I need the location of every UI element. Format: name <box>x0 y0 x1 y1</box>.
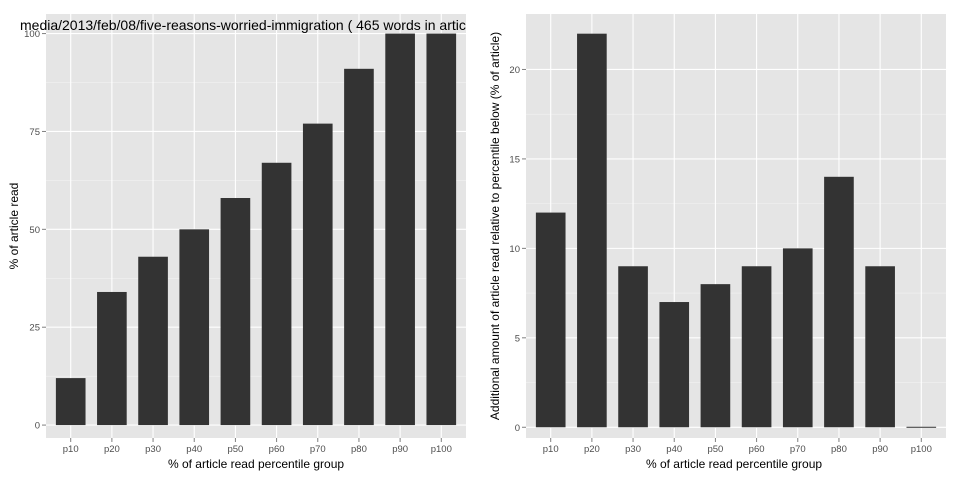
right-x-tick-label-p60: p60 <box>749 444 765 455</box>
right-y-axis: 0 5 10 15 20 <box>509 65 526 434</box>
right-y-tick-label: 0 <box>515 423 520 434</box>
left-y-tick-label: 50 <box>29 225 40 236</box>
right-x-tick-label-p80: p80 <box>831 444 847 455</box>
left-y-tick-label: 0 <box>35 421 40 432</box>
right-bar-p90 <box>865 266 895 428</box>
left-y-tick-label: 25 <box>29 323 40 334</box>
left-x-tick-label-p40: p40 <box>186 444 202 455</box>
right-y-tick-label: 5 <box>515 333 520 344</box>
right-y-tick-label: 20 <box>509 65 520 76</box>
right-bar-p80 <box>824 176 854 428</box>
right-y-tick-label: 10 <box>509 244 520 255</box>
right-chart: 0 5 10 15 20 p10 p20 p30 p40 p50 p60 p70 p80 p90 p100… <box>488 14 946 471</box>
right-bar-p50 <box>700 284 731 428</box>
right-x-tick-label-p10: p10 <box>543 444 559 455</box>
left-x-tick-label-p70: p70 <box>310 444 326 455</box>
right-x-axis: p10 p20 p30 p40 p50 p60 p70 p80 p90 p100 <box>543 438 932 455</box>
right-x-tick-label-p90: p90 <box>872 444 888 455</box>
left-x-tick-label-p60: p60 <box>269 444 285 455</box>
left-bar-p30 <box>138 256 168 426</box>
left-y-tick-label: 75 <box>29 127 40 138</box>
right-bar-p10 <box>535 212 566 428</box>
right-x-tick-label-p40: p40 <box>666 444 682 455</box>
right-x-tick-label-p30: p30 <box>625 444 641 455</box>
right-bar-p40 <box>659 302 690 428</box>
right-bar-p20 <box>577 33 607 428</box>
left-chart-title: media/2013/feb/08/five-reasons-worried-i… <box>20 17 466 33</box>
right-bars <box>535 33 937 428</box>
left-bar-p40 <box>179 229 210 426</box>
right-y-axis-title: Additional amount of article read relati… <box>488 32 502 420</box>
left-x-tick-label-p10: p10 <box>63 444 79 455</box>
right-x-tick-label-p100: p100 <box>911 444 932 455</box>
right-bar-p60 <box>741 266 772 428</box>
left-x-tick-label-p90: p90 <box>392 444 408 455</box>
left-bar-p50 <box>220 198 251 426</box>
right-x-axis-title: % of article read percentile group <box>646 457 822 471</box>
right-bar-p30 <box>618 266 648 428</box>
left-x-tick-label-p30: p30 <box>145 444 161 455</box>
right-bar-p100 <box>906 426 937 428</box>
left-y-tick-label: 100 <box>24 29 40 40</box>
right-bar-p70 <box>782 248 813 428</box>
left-bar-p100 <box>426 33 457 426</box>
left-bar-p80 <box>344 68 374 426</box>
left-y-axis-title: % of article read <box>7 183 21 270</box>
left-x-axis-title: % of article read percentile group <box>168 457 344 471</box>
left-bar-p60 <box>261 162 292 426</box>
right-x-tick-label-p50: p50 <box>707 444 723 455</box>
right-y-tick-label: 15 <box>509 154 520 165</box>
left-x-tick-label-p80: p80 <box>351 444 367 455</box>
right-x-tick-label-p70: p70 <box>790 444 806 455</box>
left-bar-p70 <box>302 123 333 426</box>
left-x-tick-label-p50: p50 <box>227 444 243 455</box>
left-bar-p20 <box>97 291 127 426</box>
left-x-axis: p10 p20 p30 p40 p50 p60 p70 p80 p90 p100 <box>63 438 452 455</box>
right-x-tick-label-p20: p20 <box>584 444 600 455</box>
left-x-tick-label-p100: p100 <box>431 444 452 455</box>
left-bar-p10 <box>55 378 86 426</box>
left-y-axis: 0 25 50 75 100 <box>24 29 46 432</box>
left-x-tick-label-p20: p20 <box>104 444 120 455</box>
left-bar-p90 <box>385 33 415 426</box>
left-bars <box>55 33 457 426</box>
